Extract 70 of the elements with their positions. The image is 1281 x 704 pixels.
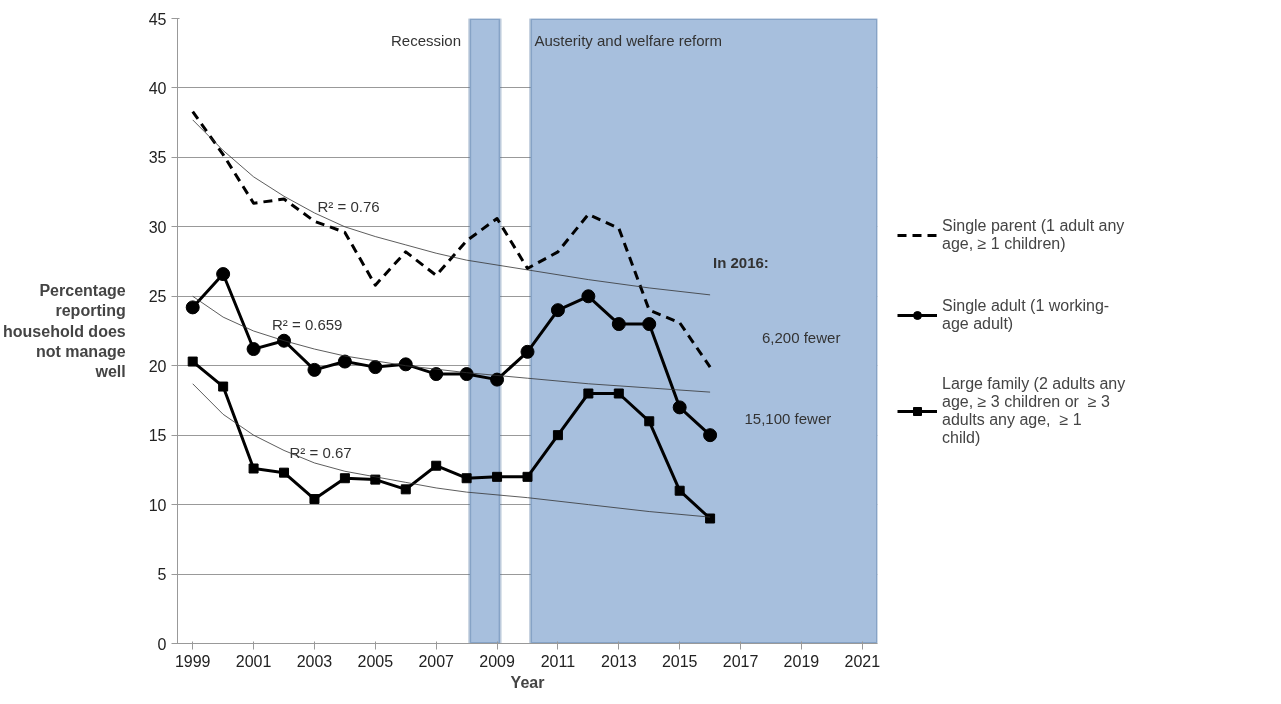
line-series (192, 295, 711, 393)
x-tick-label: 2003 (296, 652, 333, 670)
point (674, 485, 685, 496)
point (611, 317, 626, 332)
legend-label: Single parent (1 adult any age, ≥ 1 children) (942, 215, 1125, 254)
point (431, 460, 442, 471)
point (490, 372, 505, 387)
line-series (191, 110, 712, 369)
point (248, 463, 259, 474)
point (581, 289, 596, 304)
annotation: R² = 0.659 (272, 316, 343, 334)
point (644, 416, 655, 427)
point (309, 494, 320, 505)
x-tick-label: 2019 (783, 652, 820, 670)
legend-label: Large family (2 adults any age, ≥ 3 children or ≥ 3 adults any age, ≥ 1 child) (942, 374, 1126, 447)
annotation: 6,200 fewer (762, 328, 841, 346)
x-tick-label: 2015 (661, 652, 698, 670)
x-axis-title: Year (510, 673, 545, 691)
point (216, 267, 231, 282)
y-tick-label: 20 (148, 357, 167, 375)
point (461, 473, 472, 484)
annotation: R² = 0.67 (289, 444, 352, 462)
x-tick-label: 2009 (479, 652, 515, 670)
point (279, 467, 290, 478)
point (642, 317, 657, 332)
point (522, 471, 533, 482)
y-tick-label: 25 (148, 288, 167, 306)
point (583, 388, 594, 399)
annotation: Recession (390, 31, 462, 49)
annotation: Austerity and welfare reform (534, 31, 723, 49)
x-tick-label: 2011 (540, 652, 576, 670)
point (368, 360, 383, 375)
y-tick-label: 30 (148, 218, 167, 236)
point (613, 388, 624, 399)
y-tick-label: 40 (148, 79, 167, 97)
x-tick-label: 1999 (174, 652, 211, 670)
point (187, 356, 198, 367)
annotation: 15,100 fewer (744, 410, 832, 427)
x-tick-label: 2005 (357, 652, 394, 670)
y-tick-label: 15 (148, 427, 167, 445)
annotation: In 2016: (713, 253, 769, 271)
point (400, 484, 411, 495)
point (703, 428, 718, 443)
point (705, 513, 716, 524)
point (185, 300, 200, 315)
point (339, 473, 350, 484)
point (218, 381, 229, 392)
x-tick-label: 2007 (418, 652, 455, 670)
point (552, 430, 563, 441)
x-tick-label: 2021 (844, 652, 881, 670)
point (520, 344, 535, 359)
y-tick-label: 45 (148, 10, 167, 28)
x-tick-label: 2017 (722, 652, 759, 670)
point (492, 471, 503, 482)
y-tick-label: 5 (157, 566, 167, 584)
point (429, 367, 444, 382)
legend-label: Single adult (1 working-age adult) (942, 295, 1110, 334)
y-tick-label: 10 (148, 496, 167, 514)
y-tick-label: 0 (157, 635, 167, 653)
x-tick-label: 2001 (235, 652, 272, 670)
point (672, 400, 687, 415)
point (246, 342, 261, 357)
point (550, 303, 565, 318)
x-tick-label: 2013 (601, 652, 637, 670)
y-tick-label: 35 (148, 149, 167, 167)
annotation: R² = 0.76 (317, 197, 380, 215)
line-series (192, 119, 711, 296)
point (337, 354, 352, 369)
y-axis-title: Percentage reporting household does not manage well (3, 281, 126, 381)
point (307, 362, 322, 377)
